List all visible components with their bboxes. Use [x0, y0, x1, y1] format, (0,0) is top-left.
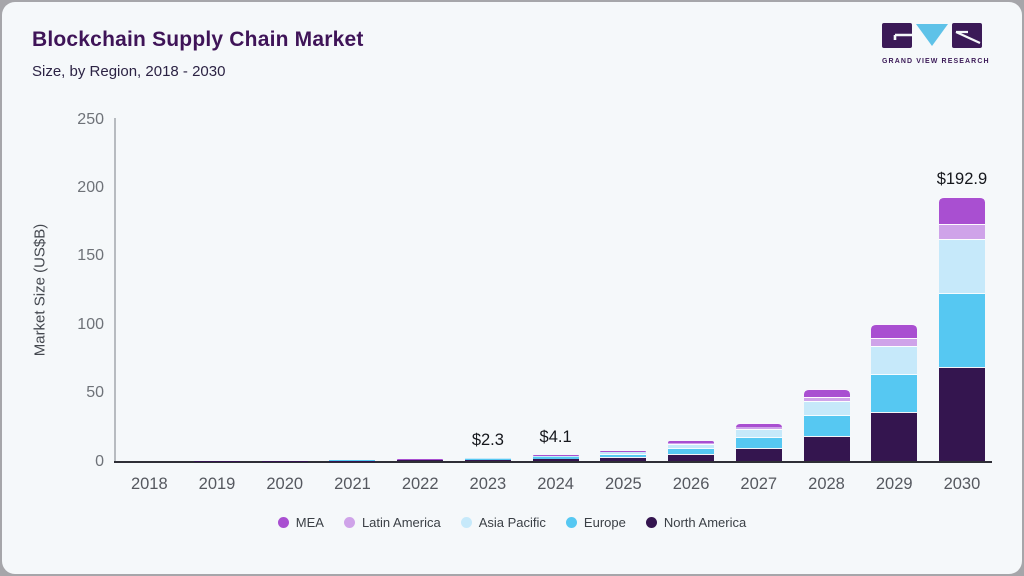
bar-2023	[464, 457, 511, 461]
bar-2030	[938, 197, 985, 461]
bar-segment-asia-pacific-2024	[532, 456, 579, 458]
x-axis-label-2028: 2028	[808, 475, 845, 493]
y-tick-label: 150	[77, 247, 104, 265]
bar-segment-europe-2023	[464, 459, 511, 460]
bar-segment-mea-2026	[668, 441, 715, 444]
legend-label: Asia Pacific	[478, 515, 546, 530]
x-axis-label-2021: 2021	[334, 475, 371, 493]
grand-view-research-logo: GRAND VIEW RESEARCH	[882, 23, 990, 65]
bar-2026	[668, 441, 715, 461]
bar-segment-asia-pacific-2023	[464, 458, 511, 459]
legend-item-asia-pacific: Asia Pacific	[460, 515, 546, 530]
legend-dot-latin-america	[343, 517, 355, 528]
x-axis-label-2029: 2029	[875, 475, 913, 493]
bar-segment-europe-2024	[532, 457, 579, 459]
bar-segment-mea-2030	[938, 197, 985, 225]
legend-label: North America	[663, 515, 747, 530]
bar-2028	[803, 389, 850, 461]
value-label-2030: $192.9	[936, 170, 988, 189]
bar-segment-europe-2027	[735, 437, 782, 448]
bar-segment-europe-2029	[871, 374, 918, 413]
bar-segment-europe-2026	[668, 448, 715, 454]
logo-wordmark: GRAND VIEW RESEARCH	[882, 58, 990, 65]
legend-item-north-america: North America	[645, 515, 747, 530]
x-axis-label-2026: 2026	[672, 475, 710, 493]
bar-segment-europe-2030	[938, 293, 985, 368]
legend-dot-mea	[277, 517, 289, 528]
bar-segment-north-america-2027	[735, 447, 782, 461]
legend-dot-europe	[565, 517, 577, 528]
bar-segment-asia-pacific-2029	[871, 346, 918, 375]
x-axis-label-2019: 2019	[198, 475, 236, 493]
bar-segment-north-america-2029	[871, 412, 918, 461]
bar-segment-north-america-2026	[668, 453, 715, 461]
bar-2021	[329, 460, 376, 461]
x-axis-label-2023: 2023	[469, 475, 507, 493]
bar-segment-north-america-2024	[532, 459, 579, 461]
x-axis-label-2025: 2025	[604, 475, 642, 493]
legend-label: MEA	[295, 515, 324, 530]
legend-item-europe: Europe	[565, 515, 626, 530]
bar-2025	[600, 450, 647, 461]
page-title: Blockchain Supply Chain Market	[32, 28, 364, 51]
legend-item-latin-america: Latin America	[343, 515, 441, 530]
x-axis-label-2027: 2027	[740, 475, 778, 493]
bar-segment-latin-america-2029	[871, 338, 918, 347]
bar-segment-latin-america-2026	[668, 443, 715, 445]
x-axis-line	[114, 460, 992, 463]
legend-label: Latin America	[361, 515, 441, 530]
bar-segment-asia-pacific-2028	[803, 400, 850, 416]
legend-dot-north-america	[645, 517, 657, 528]
bar-2022	[397, 459, 444, 461]
bar-segment-asia-pacific-2030	[938, 239, 985, 294]
x-axis-label-2030: 2030	[943, 475, 981, 493]
legend-label: Europe	[583, 515, 626, 530]
bar-segment-latin-america-2030	[938, 224, 985, 240]
bar-segment-mea-2025	[600, 450, 647, 452]
bar-2029	[871, 324, 918, 461]
bar-segment-north-america-2025	[600, 457, 647, 461]
y-tick-label: 100	[77, 315, 104, 333]
chart-legend: MEA Latin America Asia Pacific Europe North …	[2, 515, 1022, 530]
bar-segment-asia-pacific-2027	[735, 429, 782, 438]
bar-segment-mea-2029	[871, 324, 918, 339]
y-tick-label: 200	[77, 178, 104, 196]
bar-segment-europe-2025	[600, 454, 647, 458]
x-axis-label-2018: 2018	[130, 475, 168, 493]
value-label-2023: $2.3	[471, 430, 504, 449]
bar-segment-north-america-2022	[397, 460, 444, 461]
bar-segment-latin-america-2025	[600, 451, 647, 453]
y-axis-line	[114, 118, 116, 461]
gvr-logo-icon	[882, 23, 982, 48]
bar-segment-mea-2028	[803, 389, 850, 397]
bar-segment-north-america-2030	[938, 367, 985, 461]
bar-segment-latin-america-2028	[803, 396, 850, 401]
page-subtitle: Size, by Region, 2018 - 2030	[32, 63, 226, 80]
x-axis-label-2020: 2020	[266, 475, 304, 493]
bar-segment-europe-2028	[803, 415, 850, 436]
y-tick-label: 250	[77, 110, 104, 128]
bar-segment-asia-pacific-2026	[668, 444, 715, 449]
bar-segment-north-america-2028	[803, 435, 850, 461]
bar-segment-north-america-2023	[464, 459, 511, 461]
y-tick-label: 0	[95, 452, 104, 470]
legend-dot-asia-pacific	[460, 517, 472, 528]
bar-segment-latin-america-2027	[735, 427, 782, 430]
bar-segment-asia-pacific-2025	[600, 452, 647, 455]
bar-segment-mea-2024	[532, 455, 579, 456]
bar-2024	[532, 455, 579, 461]
legend-item-mea: MEA	[277, 515, 324, 530]
y-axis-title: Market Size (US$B)	[31, 223, 49, 357]
bar-2027	[735, 423, 782, 461]
x-axis-label-2024: 2024	[537, 475, 574, 493]
x-axis-label-2022: 2022	[401, 475, 439, 493]
value-label-2024: $4.1	[539, 428, 572, 447]
bar-segment-mea-2027	[735, 423, 782, 428]
y-tick-label: 50	[86, 384, 104, 402]
